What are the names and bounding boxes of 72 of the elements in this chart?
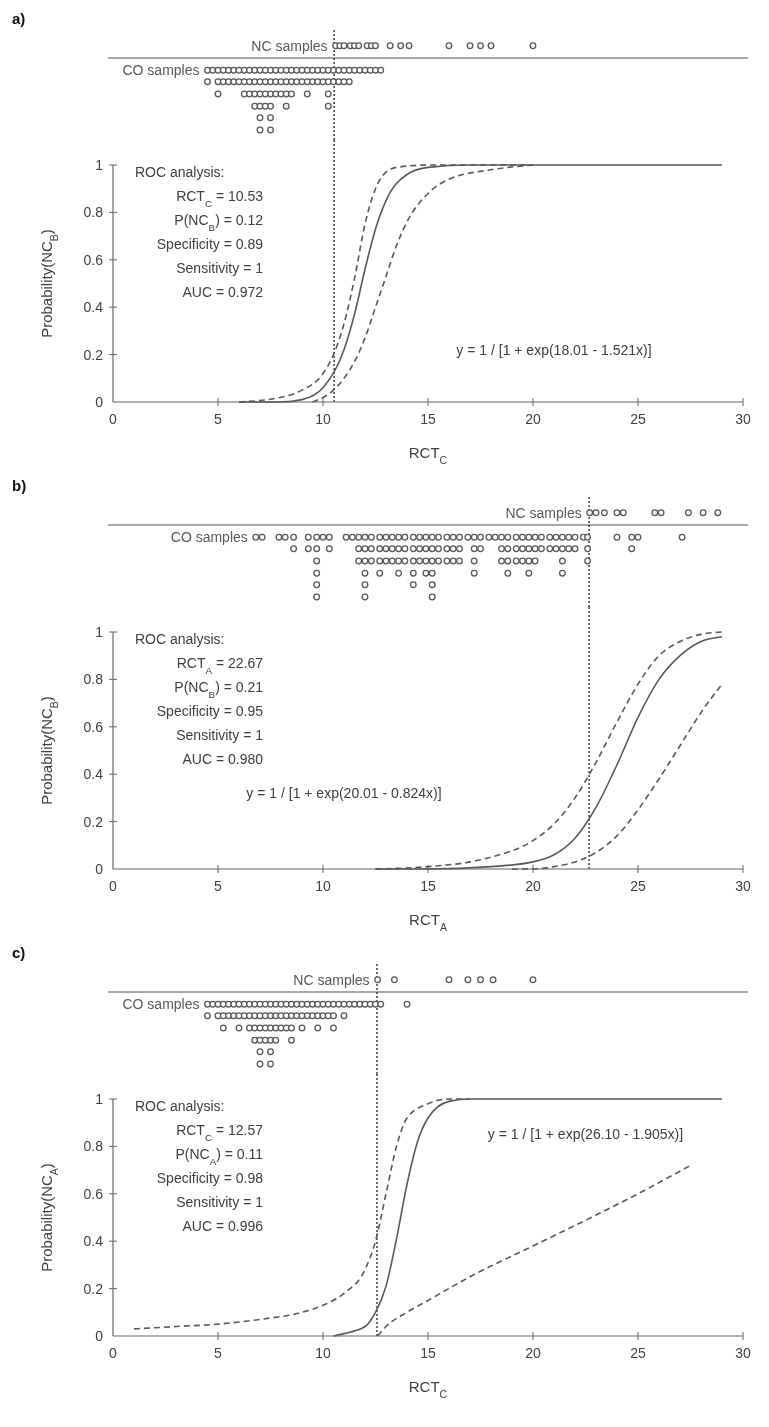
y-tick-label: 0	[95, 394, 104, 410]
y-tick-label: 0.2	[83, 813, 104, 830]
y-tick-label: 0	[95, 1328, 104, 1344]
x-tick-label: 5	[214, 1345, 223, 1361]
annotation: y = 1 / [1 + exp(20.01 - 0.824x)]	[246, 784, 442, 801]
x-tick-label: 30	[735, 878, 751, 894]
annotation: Specificity = 0.95	[156, 703, 264, 719]
x-tick-label: 15	[420, 1345, 436, 1361]
annotation: y = 1 / [1 + exp(18.01 - 1.521x)]	[456, 341, 652, 358]
y-tick-label: 0.6	[83, 1185, 104, 1202]
annotation: AUC = 0.980	[182, 751, 264, 767]
annotation: Sensitivity = 1	[176, 260, 264, 276]
x-tick-label: 0	[109, 878, 118, 894]
x-tick-label: 25	[630, 1345, 646, 1361]
x-axis-title: RCT$_{C}$	[408, 444, 448, 466]
annotation: AUC = 0.996	[182, 1218, 264, 1234]
chart-title: b)	[12, 477, 27, 494]
annotation: Specificity = 0.89	[156, 236, 264, 252]
annotation: RCT$_{C}$ = 12.57	[176, 1122, 264, 1143]
x-tick-label: 0	[109, 1345, 118, 1361]
y-tick-label: 0	[95, 861, 104, 877]
x-tick-label: 20	[525, 878, 541, 894]
x-axis-title: RCT$_{C}$	[408, 1378, 448, 1400]
x-tick-label: 15	[420, 411, 436, 427]
annotation: Sensitivity = 1	[176, 727, 264, 743]
annotation: y = 1 / [1 + exp(26.10 - 1.905x)]	[487, 1126, 684, 1143]
annotation: P(NC$_{B}$) = 0.21	[174, 679, 264, 700]
x-tick-label: 20	[525, 411, 541, 427]
x-tick-label: 20	[525, 1345, 541, 1361]
x-tick-label: 30	[735, 1345, 751, 1361]
y-tick-label: 1	[95, 624, 104, 640]
y-tick-label: 0.4	[83, 1233, 104, 1250]
annotation: Specificity = 0.98	[156, 1170, 264, 1186]
annotation: RCT$_{A}$ = 22.67	[176, 655, 264, 676]
y-tick-label: 0.8	[83, 1138, 104, 1155]
x-tick-label: 15	[420, 878, 436, 894]
chart-title: c)	[12, 944, 26, 961]
y-tick-label: 0.2	[83, 346, 104, 363]
annotation: Sensitivity = 1	[176, 1194, 264, 1210]
x-tick-label: 25	[630, 878, 646, 894]
annotation: AUC = 0.972	[182, 284, 264, 300]
x-tick-label: 25	[630, 411, 646, 427]
y-tick-label: 1	[95, 1091, 104, 1107]
text: CO samples	[122, 996, 200, 1013]
annotation: P(NC$_{A}$) = 0.11	[175, 1146, 264, 1167]
y-tick-label: 0.2	[83, 1280, 104, 1297]
text: NC samples	[293, 971, 370, 988]
y-tick-label: 0.6	[83, 718, 104, 735]
annotation: RCT$_{C}$ = 10.53	[176, 188, 264, 209]
annotation: P(NC$_{B}$) = 0.12	[174, 212, 264, 233]
x-tick-label: 5	[214, 411, 223, 427]
y-tick-label: 1	[95, 157, 104, 173]
x-tick-label: 10	[315, 411, 331, 427]
y-tick-label: 0.4	[83, 299, 104, 316]
text: CO samples	[170, 529, 248, 546]
x-tick-label: 0	[109, 411, 118, 427]
y-tick-label: 0.6	[83, 251, 104, 268]
y-tick-label: 0.8	[83, 204, 104, 221]
x-tick-label: 10	[315, 878, 331, 894]
x-tick-label: 30	[735, 411, 751, 427]
text: CO samples	[122, 62, 200, 79]
chart-title: a)	[12, 10, 26, 27]
text: NC samples	[251, 37, 328, 54]
y-tick-label: 0.8	[83, 671, 104, 688]
x-tick-label: 5	[214, 878, 223, 894]
annotation: ROC analysis:	[135, 1098, 225, 1114]
y-tick-label: 0.4	[83, 766, 104, 783]
x-tick-label: 10	[315, 1345, 331, 1361]
x-axis-title: RCT$_{A}$	[409, 911, 447, 933]
text: NC samples	[505, 504, 582, 521]
annotation: ROC analysis:	[135, 164, 225, 180]
annotation: ROC analysis:	[135, 631, 225, 647]
